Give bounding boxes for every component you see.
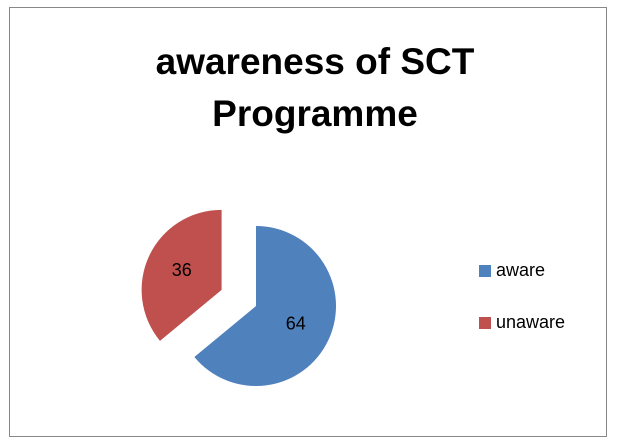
chart-frame [9, 7, 607, 437]
legend-swatch [479, 265, 491, 277]
data-label: 36 [172, 260, 192, 280]
data-label: 64 [286, 313, 306, 333]
pie-slice [194, 226, 336, 386]
legend-label: aware [496, 260, 545, 280]
pie-slice [141, 209, 222, 341]
legend-label: unaware [496, 312, 565, 332]
legend-swatch [479, 317, 491, 329]
chart-title: awareness of SCT Programme [155, 41, 475, 134]
